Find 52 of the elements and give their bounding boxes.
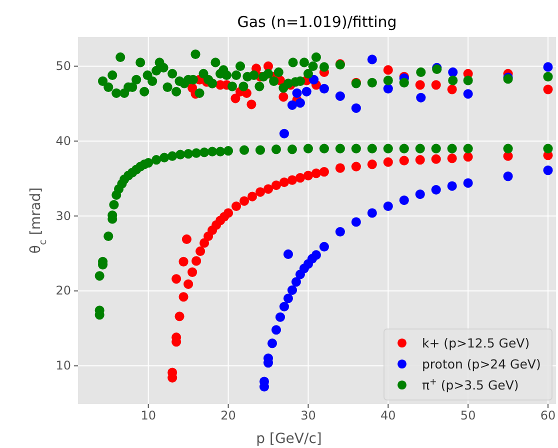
legend-label: k+ (p>12.5 GeV) [422, 336, 530, 350]
y-tick-label: 50 [56, 59, 71, 74]
point [275, 312, 286, 322]
point [351, 103, 361, 113]
point [335, 226, 345, 237]
point [335, 91, 345, 101]
point [292, 88, 302, 98]
point [431, 185, 441, 195]
x-tick-label: 20 [220, 408, 236, 423]
point [279, 302, 290, 312]
point [319, 84, 329, 94]
point [503, 172, 513, 182]
x-axis-title: p [GeV/c] [256, 431, 322, 447]
chart-title: Gas (n=1.019)/fitting [237, 13, 397, 31]
point [311, 250, 321, 260]
legend-label: proton (p>24 GeV) [422, 356, 541, 372]
x-tick-label: 40 [380, 408, 396, 423]
point [416, 92, 426, 102]
point [287, 285, 298, 295]
point [447, 181, 457, 191]
point [295, 98, 305, 108]
point [283, 249, 294, 259]
x-tick-label: 60 [540, 408, 556, 423]
point [415, 190, 425, 200]
point [283, 294, 294, 304]
point [309, 74, 319, 84]
point [383, 84, 393, 94]
legend-label: π$^{+}$ (p>3.5 GeV) [422, 378, 519, 392]
point [271, 325, 282, 335]
x-tick-label: 50 [460, 408, 476, 423]
point [367, 208, 377, 218]
point [287, 100, 298, 110]
point [279, 128, 290, 138]
point [267, 338, 278, 348]
y-tick-label: 10 [56, 358, 71, 373]
y-tick-label: 40 [56, 134, 71, 148]
point [367, 54, 377, 64]
point [291, 277, 302, 287]
point [302, 86, 312, 96]
y-tick-label: 30 [56, 208, 71, 223]
point [399, 196, 409, 206]
point [383, 201, 393, 212]
point [351, 217, 361, 227]
point [543, 62, 553, 72]
point [319, 242, 329, 252]
x-tick-label: 30 [300, 408, 316, 423]
x-tick-label: 10 [140, 408, 156, 423]
point [543, 166, 553, 176]
point [463, 89, 473, 99]
point [463, 178, 473, 188]
y-tick-label: 20 [56, 284, 71, 298]
point [448, 67, 458, 77]
